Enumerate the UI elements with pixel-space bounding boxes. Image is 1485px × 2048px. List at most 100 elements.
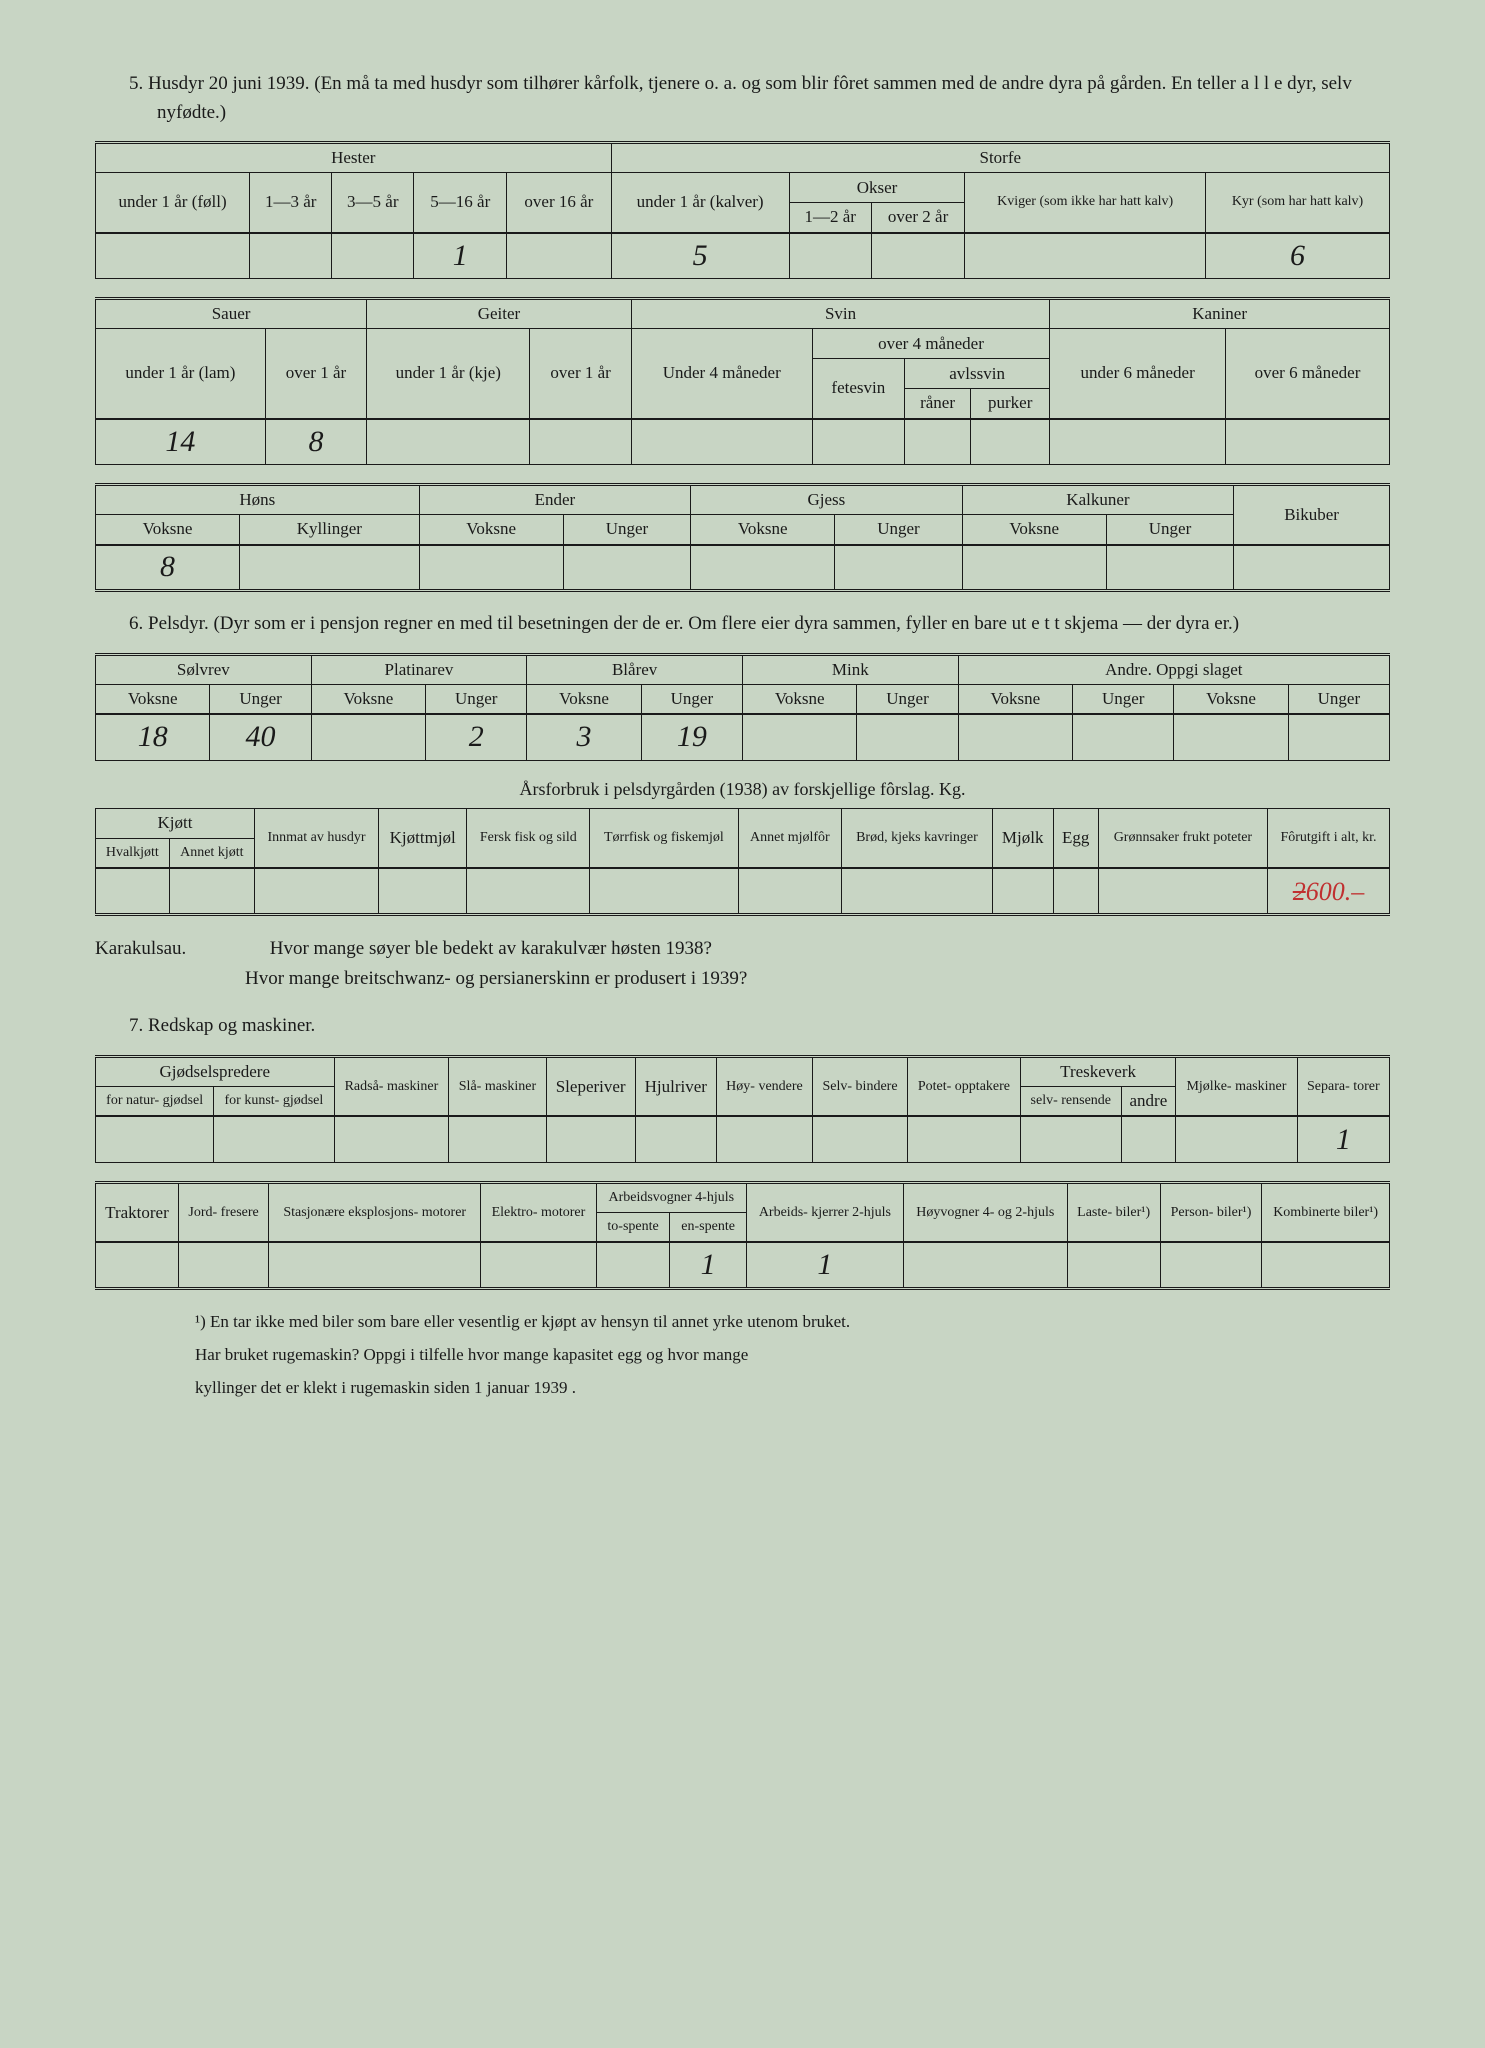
hdr-unger: Unger (1288, 684, 1389, 714)
hdr-annetkjott: Annet kjøtt (169, 838, 254, 868)
cell (1053, 868, 1098, 914)
cell (311, 714, 425, 760)
forutgift-val: 600.– (1306, 877, 1365, 906)
hdr-kyr: Kyr (som har hatt kalv) (1206, 173, 1390, 233)
cell (507, 233, 611, 279)
hdr-voksne: Voksne (527, 684, 641, 714)
hdr-avlssvin: avlssvin (904, 359, 1049, 389)
cell (269, 1242, 481, 1288)
section7-intro: 7. Redskap og maskiner. (95, 1012, 1390, 1041)
table-hons: Høns Ender Gjess Kalkuner Bikuber Voksne… (95, 483, 1390, 592)
hdr-jordfresere: Jord- fresere (178, 1182, 268, 1242)
hdr-ender: Ender (419, 485, 691, 515)
table-pelsdyr: Sølvrev Platinarev Blårev Mink Andre. Op… (95, 653, 1390, 761)
hdr-mjolk: Mjølk (992, 808, 1053, 868)
cell (635, 1116, 716, 1162)
cell (631, 419, 812, 465)
hdr-h-over16: over 16 år (507, 173, 611, 233)
cell (563, 545, 690, 591)
val-enspente: 1 (670, 1242, 746, 1288)
hdr-h-under1: under 1 år (føll) (96, 173, 250, 233)
cell (857, 714, 958, 760)
hdr-ge-over1: over 1 år (530, 329, 631, 419)
hdr-hoyvogner: Høyvogner 4- og 2-hjuls (904, 1182, 1068, 1242)
hdr-storfe: Storfe (611, 143, 1389, 173)
hdr-okser: Okser (789, 173, 965, 203)
cell (481, 1242, 597, 1288)
cell (812, 419, 904, 465)
hdr-voksne: Voksne (1174, 684, 1288, 714)
cell (1073, 714, 1174, 760)
hdr-h-5-16: 5—16 år (414, 173, 507, 233)
cell (214, 1116, 334, 1162)
cell (530, 419, 631, 465)
hdr-fersk: Fersk fisk og sild (467, 808, 590, 868)
hdr-unger: Unger (426, 684, 527, 714)
hdr-sauer: Sauer (96, 299, 367, 329)
hdr-andre: andre (1121, 1086, 1176, 1116)
q-ruge1b: kapasitet (553, 1345, 613, 1364)
hdr-enspente: en-spente (670, 1212, 746, 1242)
val-pl-u: 2 (426, 714, 527, 760)
val-sa-over1: 8 (265, 419, 366, 465)
cell (96, 1242, 179, 1288)
q-ruge1c: egg og hvor mange (618, 1345, 749, 1364)
cell (958, 714, 1072, 760)
karakul-block: Karakulsau. Hvor mange søyer ble bedekt … (95, 934, 1390, 995)
val-bl-u: 19 (641, 714, 742, 760)
caption-forslag: Årsforbruk i pelsdyrgården (1938) av for… (95, 779, 1390, 800)
table-hester-storfe: Hester Storfe under 1 år (føll) 1—3 år 3… (95, 141, 1390, 279)
cell (250, 233, 332, 279)
val-s-under1: 5 (611, 233, 789, 279)
hdr-blarev: Blårev (527, 654, 743, 684)
hdr-potet: Potet- opptakere (907, 1056, 1020, 1116)
hdr-voksne: Voksne (958, 684, 1072, 714)
hdr-tospente: to-spente (596, 1212, 670, 1242)
section7-num: 7. (129, 1015, 143, 1036)
hdr-radsa: Radså- maskiner (334, 1056, 449, 1116)
cell (169, 868, 254, 914)
hdr-selvrensende: selv- rensende (1021, 1086, 1122, 1116)
hdr-kyllinger: Kyllinger (240, 515, 420, 545)
cell (1176, 1116, 1298, 1162)
section6-title: Pelsdyr. (Dyr som er i pensjon regner en… (148, 613, 1239, 634)
hdr-mink: Mink (742, 654, 958, 684)
hdr-treskeverk: Treskeverk (1021, 1056, 1176, 1086)
cell (178, 1242, 268, 1288)
cell (716, 1116, 812, 1162)
hdr-ge-under1: under 1 år (kje) (367, 329, 530, 419)
hdr-o-1-2: 1—2 år (789, 203, 871, 233)
hdr-s-under1: under 1 år (kalver) (611, 173, 789, 233)
forutgift-strike: 2 (1293, 877, 1306, 906)
cell (449, 1116, 546, 1162)
cell (1225, 419, 1389, 465)
val-arbeidskjerrer: 1 (746, 1242, 903, 1288)
cell (965, 233, 1206, 279)
hdr-hjulriver: Hjulriver (635, 1056, 716, 1116)
hdr-elektro: Elektro- motorer (481, 1182, 597, 1242)
section5-title: Husdyr 20 juni 1939. (En må ta med husdy… (148, 73, 1352, 123)
cell (962, 545, 1106, 591)
cell (1174, 714, 1288, 760)
cell (842, 868, 993, 914)
hdr-bikuber: Bikuber (1234, 485, 1390, 545)
hdr-egg: Egg (1053, 808, 1098, 868)
hdr-unger: Unger (835, 515, 962, 545)
hdr-kjott: Kjøtt (96, 808, 255, 838)
hdr-voksne: Voksne (742, 684, 856, 714)
val-lam: 14 (96, 419, 266, 465)
hdr-ka-over6: over 6 måneder (1225, 329, 1389, 419)
cell (1121, 1116, 1176, 1162)
cell (992, 868, 1053, 914)
q-ruge1a: Har bruket rugemaskin? Oppgi i tilfelle … (195, 1345, 549, 1364)
cell (1234, 545, 1390, 591)
cell (1021, 1116, 1122, 1162)
hdr-hons: Høns (96, 485, 420, 515)
section5-num: 5. (129, 73, 143, 94)
hdr-raner: råner (904, 389, 970, 419)
cell (467, 868, 590, 914)
hdr-lastebiler: Laste- biler¹) (1067, 1182, 1160, 1242)
hdr-solvrev: Sølvrev (96, 654, 312, 684)
hdr-personbiler: Person- biler¹) (1160, 1182, 1262, 1242)
table-forslag: Kjøtt Innmat av husdyr Kjøttmjøl Fersk f… (95, 808, 1390, 916)
